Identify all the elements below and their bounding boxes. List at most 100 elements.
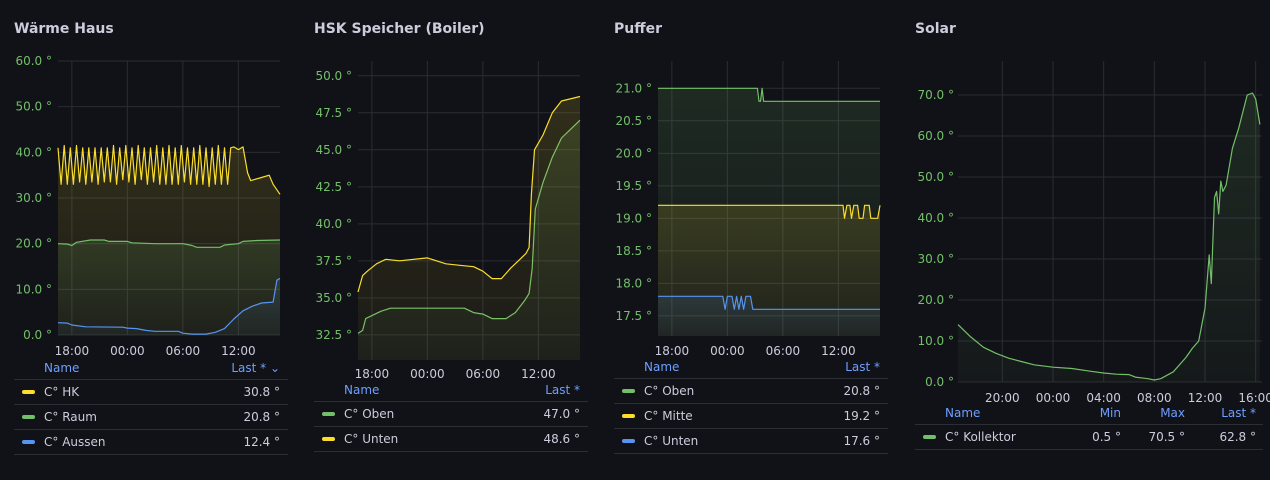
chart-panel-3[interactable]: 0.0 ° 10.0 ° 20.0 ° 30.0 ° 40.0 ° 50.0 ° 60.0 … [917, 61, 1270, 405]
series-line-0[interactable] [957, 92, 1261, 381]
series-color-swatch[interactable] [322, 412, 335, 416]
y-tick-label: 42.5 ° [315, 180, 352, 194]
x-tick-label: 12:00 [821, 344, 856, 358]
legend-series-name[interactable]: C° Aussen [44, 435, 106, 449]
x-tick-label: 00:00 [410, 367, 445, 381]
series-color-swatch[interactable] [622, 414, 635, 418]
y-tick-label: 60.0 ° [917, 129, 954, 143]
legend-column-last[interactable]: Last * [845, 360, 880, 374]
x-tick-label: 12:00 [521, 367, 556, 381]
legend-series-name[interactable]: C° Oben [644, 384, 695, 398]
series-color-swatch[interactable] [22, 415, 35, 419]
series-line-2[interactable] [658, 295, 880, 310]
legend-series-name[interactable]: C° HK [44, 385, 80, 399]
series-color-swatch[interactable] [923, 435, 936, 439]
legend-row[interactable]: C° Aussen 12.4 ° [14, 429, 288, 455]
chart-panel-1[interactable]: 32.5 ° 35.0 ° 37.5 ° 40.0 ° 42.5 ° 45.0 ° 47.5… [315, 61, 581, 381]
y-tick-label: 35.0 ° [315, 291, 352, 305]
legend-series-name[interactable]: C° Unten [344, 432, 399, 446]
legend-row[interactable]: C° Unten 17.6 ° [614, 428, 888, 454]
y-tick-label: 0.0 ° [925, 375, 954, 389]
series-line-2[interactable] [57, 277, 281, 335]
legend-value: 30.8 ° [243, 385, 280, 399]
y-tick-label: 70.0 ° [917, 88, 954, 102]
y-tick-label: 30.0 ° [15, 191, 52, 205]
legend-row[interactable]: C° Kollektor 0.5 ° 70.5 ° 62.8 ° [915, 424, 1263, 450]
x-tick-label: 08:00 [1137, 391, 1172, 405]
series-line-1[interactable] [658, 204, 881, 219]
legend-series-name[interactable]: C° Mitte [644, 409, 693, 423]
legend-column-min[interactable]: Min [1099, 406, 1121, 420]
series-area-1 [58, 240, 280, 335]
y-tick-label: 19.0 ° [615, 211, 652, 225]
y-tick-label: 40.0 ° [917, 211, 954, 225]
legend-column-name[interactable]: Name [44, 361, 80, 375]
y-tick-label: 20.0 ° [615, 146, 652, 160]
legend-series-name[interactable]: C° Unten [644, 434, 699, 448]
series-area-1 [358, 96, 580, 360]
panel-title-solar[interactable]: Solar [915, 21, 956, 37]
legend-value: 47.0 ° [543, 407, 580, 421]
legend-series-name[interactable]: C° Oben [344, 407, 395, 421]
series-color-swatch[interactable] [322, 437, 335, 441]
legend-row[interactable]: C° Oben 20.8 ° [614, 378, 888, 403]
y-tick-label: 45.0 ° [315, 143, 352, 157]
legend-value: 17.6 ° [843, 434, 880, 448]
legend-column-last[interactable]: Last * [1221, 406, 1256, 420]
legend-row[interactable]: C° HK 30.8 ° [14, 379, 288, 404]
y-tick-label: 32.5 ° [315, 328, 352, 342]
series-area-2 [658, 296, 880, 336]
legend-column-name[interactable]: Name [344, 383, 380, 397]
series-line-0[interactable] [57, 144, 281, 195]
x-tick-label: 18:00 [355, 367, 390, 381]
legend-header: Name Min Max Last * [915, 402, 1263, 424]
y-tick-label: 50.0 ° [15, 100, 52, 114]
series-color-swatch[interactable] [22, 390, 35, 394]
chart-panel-0[interactable]: 0.0 ° 10.0 ° 20.0 ° 30.0 ° 40.0 ° 50.0 ° 60.0 … [15, 54, 281, 358]
y-tick-label: 20.5 ° [615, 114, 652, 128]
x-tick-label: 18:00 [655, 344, 690, 358]
panel-title-waerme-haus[interactable]: Wärme Haus [14, 21, 114, 37]
y-tick-label: 60.0 ° [15, 54, 52, 68]
legend-series-name[interactable]: C° Kollektor [945, 430, 1016, 444]
panel-title-puffer[interactable]: Puffer [614, 21, 662, 37]
y-tick-label: 18.0 ° [615, 276, 652, 290]
legend-1: Name Last * C° Oben 47.0 ° C° Unten 48.6 ° [314, 379, 588, 452]
panel-title-hsk-speicher[interactable]: HSK Speicher (Boiler) [314, 21, 485, 37]
legend-column-last[interactable]: Last * [545, 383, 580, 397]
series-color-swatch[interactable] [622, 439, 635, 443]
series-color-swatch[interactable] [22, 440, 35, 444]
legend-column-max[interactable]: Max [1160, 406, 1185, 420]
legend-column-name[interactable]: Name [644, 360, 680, 374]
legend-row[interactable]: C° Raum 20.8 ° [14, 404, 288, 429]
series-line-0[interactable] [658, 87, 880, 102]
x-tick-label: 06:00 [466, 367, 501, 381]
chart-panel-2[interactable]: 17.5 ° 18.0 ° 18.5 ° 19.0 ° 19.5 ° 20.0 ° 20.5… [615, 61, 881, 358]
legend-row[interactable]: C° Mitte 19.2 ° [614, 403, 888, 428]
y-tick-label: 47.5 ° [315, 106, 352, 120]
legend-header: Name Last * [314, 379, 588, 401]
y-tick-label: 50.0 ° [917, 170, 954, 184]
series-area-0 [958, 93, 1260, 382]
x-tick-label: 00:00 [710, 344, 745, 358]
x-tick-label: 18:00 [55, 344, 90, 358]
legend-value: 20.8 ° [843, 384, 880, 398]
x-tick-label: 00:00 [1036, 391, 1071, 405]
y-tick-label: 40.0 ° [315, 217, 352, 231]
legend-row[interactable]: C° Unten 48.6 ° [314, 426, 588, 452]
series-line-1[interactable] [357, 95, 581, 293]
x-tick-label: 04:00 [1086, 391, 1121, 405]
legend-column-last[interactable]: Last * ⌄ [231, 361, 280, 375]
series-color-swatch[interactable] [622, 389, 635, 393]
legend-series-name[interactable]: C° Raum [44, 410, 97, 424]
y-tick-label: 20.0 ° [15, 237, 52, 251]
x-tick-label: 06:00 [766, 344, 801, 358]
series-line-1[interactable] [57, 239, 281, 248]
legend-row[interactable]: C° Oben 47.0 ° [314, 401, 588, 426]
y-tick-label: 0.0 ° [23, 328, 52, 342]
legend-value: 20.8 ° [243, 410, 280, 424]
x-tick-label: 06:00 [166, 344, 201, 358]
legend-2: Name Last * C° Oben 20.8 ° C° Mitte 19.2 ° C° … [614, 356, 888, 454]
legend-column-name[interactable]: Name [945, 406, 981, 420]
